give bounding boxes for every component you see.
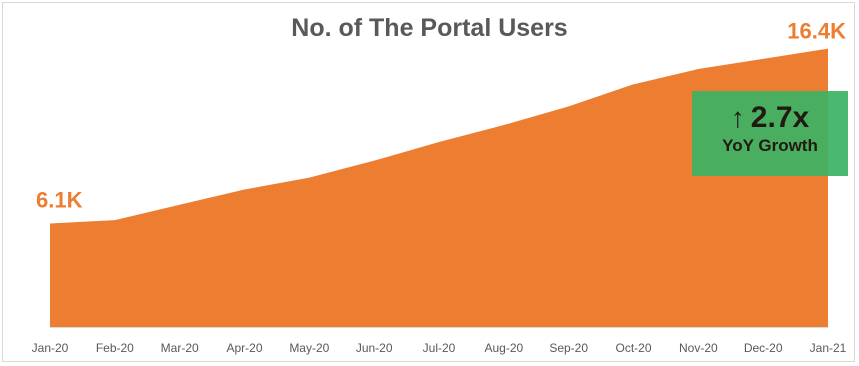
x-tick-label: Feb-20	[96, 341, 134, 355]
end-value-label: 16.4K	[787, 19, 846, 44]
x-tick-label: May-20	[289, 341, 329, 355]
x-tick-label: Jun-20	[356, 341, 393, 355]
x-tick-label: Nov-20	[679, 341, 718, 355]
x-tick-label: Jan-20	[32, 341, 69, 355]
x-tick-label: Oct-20	[615, 341, 651, 355]
growth-label: YoY Growth	[722, 136, 818, 155]
x-tick-label: Mar-20	[161, 341, 199, 355]
growth-value: ↑ 2.7x	[692, 101, 848, 135]
growth-callout: ↑ 2.7x YoY Growth	[692, 91, 848, 176]
x-tick-label: Jul-20	[423, 341, 456, 355]
up-arrow-icon: ↑	[730, 102, 745, 133]
start-value-label: 6.1K	[36, 187, 83, 212]
chart-title: No. of The Portal Users	[291, 14, 568, 42]
x-tick-label: Aug-20	[484, 341, 523, 355]
x-tick-label: Apr-20	[226, 341, 262, 355]
x-tick-label: Jan-21	[810, 341, 847, 355]
x-tick-label: Sep-20	[549, 341, 588, 355]
series-area	[50, 48, 828, 327]
growth-multiplier: 2.7x	[750, 101, 810, 134]
x-tick-label: Dec-20	[744, 341, 783, 355]
